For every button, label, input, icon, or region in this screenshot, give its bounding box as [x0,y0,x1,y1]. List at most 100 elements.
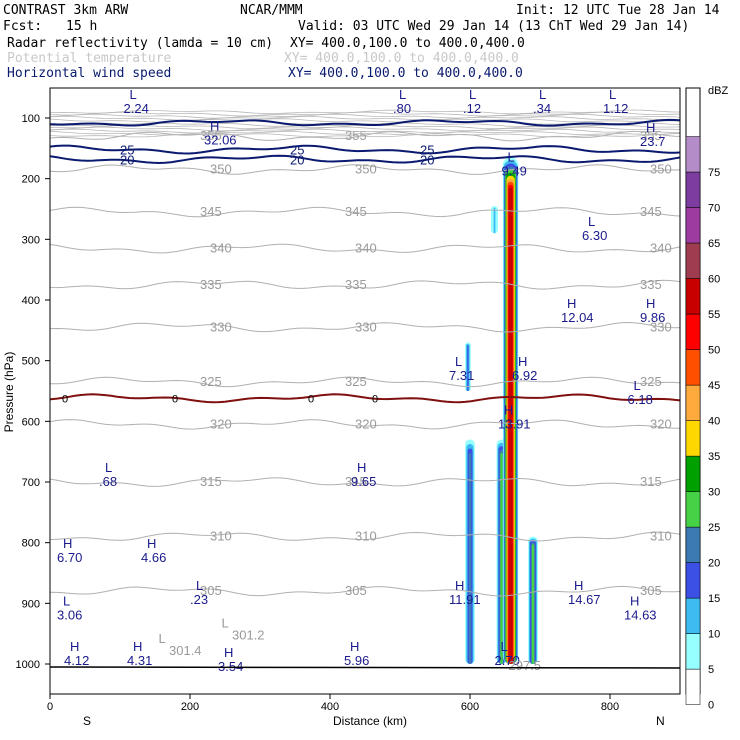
center-value: 1.12 [603,101,628,116]
theta-label: 330 [355,319,377,334]
x-tick-label: 800 [601,701,619,713]
header-valid: Valid: 03 UTC Wed 29 Jan 14 (13 ChT Wed … [298,19,689,34]
theta-label: 315 [345,474,367,489]
y-tick-label: 900 [22,598,40,610]
center-value: 9.86 [640,310,665,325]
y-tick-label: 700 [22,477,40,489]
center-type: H [224,645,233,660]
colorbar-level: 50 [708,345,720,357]
theta-contour-upper [50,126,680,132]
theta-contour [50,130,680,142]
colorbar-level: 0 [708,700,714,712]
colorbar-level: 5 [708,664,714,676]
center-type: L [588,214,595,229]
field-3-name: Horizontal wind speed [7,66,171,81]
y-tick-label: 100 [22,113,40,125]
center-value: 11.91 [449,592,481,607]
pressure-center-low: L7.31 [449,354,474,383]
center-value: 13.91 [498,416,531,431]
reflectivity-cell [465,439,475,664]
center-type: L [455,354,462,369]
theta-label: 350 [355,162,377,177]
pressure-centers-layer: L2.24H32.06L.80L.12L.34L1.12H23.7L9.49L6… [57,87,665,674]
center-value: 12.04 [561,310,594,325]
center-value: .23 [190,592,208,607]
freezing-label: 0 [172,393,178,405]
center-type: L [508,149,515,164]
center-type: H [455,578,464,593]
header-model: CONTRAST 3km ARW [3,3,128,18]
theta-label: 320 [210,416,232,431]
theta-label: 335 [200,277,222,292]
center-type: H [357,460,366,475]
theta-contour-upper [50,113,680,119]
center-value: 4.12 [64,653,89,668]
wind-label: 25 [120,143,134,158]
x-axis: 0 200 400 600 800 [47,694,619,713]
theta-contour [50,243,680,254]
y-axis-label: Pressure (hPa) [2,352,16,433]
theta-label: 340 [210,240,232,255]
center-type: H [574,578,583,593]
wind-label: 20 [290,152,304,167]
theta-contour-upper [50,128,680,134]
grey-label: 301.4 [169,643,202,658]
center-value: 14.63 [624,607,657,622]
wind-label: 20 [120,152,134,167]
pressure-center-high: H4.66 [141,536,166,565]
theta-label: 340 [355,240,377,255]
y-tick-label: 300 [22,234,40,246]
x-tick-label: 0 [47,701,53,713]
theta-label: 325 [640,374,662,389]
center-type: H [350,639,359,654]
center-type: L [196,578,203,593]
theta-label: 315 [640,474,662,489]
colorbar-level: 25 [708,522,720,534]
colorbar-swatch [685,562,701,599]
theta-label: 345 [345,204,367,219]
theta-contour [50,321,680,333]
theta-label: 305 [345,583,367,598]
theta-contour [50,531,680,542]
colorbar-level: 10 [708,629,720,641]
center-type: H [63,536,72,551]
theta-label: 335 [345,277,367,292]
x-tick-label: 600 [461,701,479,713]
center-value: 4.31 [127,653,152,668]
theta-contour-upper [50,130,680,136]
wind-contour [50,154,680,165]
theta-contour-upper [50,111,680,117]
wind-contour [50,118,680,127]
center-value: 9.49 [502,163,527,178]
center-value: .80 [393,101,411,116]
pressure-center-high: H11.91 [449,578,481,607]
y-tick-label: 400 [22,295,40,307]
center-type: L [130,87,137,102]
field-3-xy: XY= 400.0,100.0 to 400.0,400.0 [288,66,523,81]
colorbar-swatch [685,349,701,386]
center-value: .34 [533,101,551,116]
freezing-label: 0 [62,393,68,405]
theta-contour [50,279,680,290]
pressure-center-low: L.80 [393,87,411,116]
y-axis: 100 200 300 400 500 600 700 800 900 1000 [16,113,50,671]
colorbar-swatch [685,384,701,421]
colorbar-swatch [685,278,701,315]
pressure-center-high: H4.12 [64,639,89,668]
center-type: H [567,296,576,311]
surface-line [49,666,681,669]
pressure-center-low: L6.18 [628,378,653,407]
theta-label: 345 [640,204,662,219]
center-type: H [646,296,655,311]
center-value: 2.70 [495,653,520,668]
pressure-center-high: H32.06 [204,118,237,147]
theta-label: 345 [200,204,222,219]
reflectivity-layer [465,157,538,665]
theta-contour [50,206,680,218]
grey-label: 301.2 [232,628,265,643]
wind-label: 25 [290,143,304,158]
center-value: 6.92 [512,368,537,383]
reflectivity-cell [528,536,538,664]
theta-label: 320 [355,416,377,431]
center-type: H [133,639,142,654]
